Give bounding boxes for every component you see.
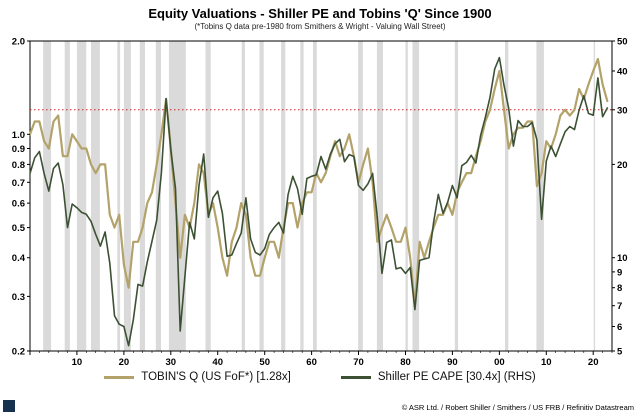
svg-text:6: 6 [617,322,622,333]
svg-text:0.2: 0.2 [12,347,25,358]
svg-text:20: 20 [588,357,599,368]
chart-legend: TOBIN'S Q (US FoF*) [1.28x] Shiller PE C… [0,371,640,383]
svg-text:0.5: 0.5 [12,223,26,234]
svg-text:10: 10 [541,357,552,368]
shiller-pe-line-swatch [340,375,371,379]
valuation-chart: 2.0 1.0 0.9 0.8 0.7 0.6 0.5 0.4 0.3 0.2 50 40 30 20 10… [12,37,628,369]
svg-text:30: 30 [617,105,628,116]
svg-text:30: 30 [166,357,177,368]
tobins-q-line-swatch [104,375,135,379]
page-title: Equity Valuations - Shiller PE and Tobin… [148,6,492,21]
svg-text:80: 80 [400,357,411,368]
source-attribution: © ASR Ltd. / Robert Shiller / Smithers /… [401,403,634,412]
svg-text:0.3: 0.3 [12,292,25,303]
svg-text:8: 8 [617,283,622,294]
svg-text:7: 7 [617,301,622,312]
svg-text:40: 40 [212,357,223,368]
svg-text:90: 90 [447,357,458,368]
legend-item-tobins-q: TOBIN'S Q (US FoF*) [1.28x] [104,371,291,383]
svg-text:0.6: 0.6 [12,199,25,210]
svg-text:50: 50 [259,357,270,368]
legend-label-shiller-pe: Shiller PE CAPE [30.4x] (RHS) [377,371,536,383]
svg-text:0.8: 0.8 [12,160,25,171]
svg-text:2.0: 2.0 [12,37,25,48]
svg-text:60: 60 [306,357,317,368]
svg-text:20: 20 [119,357,130,368]
svg-text:10: 10 [72,357,83,368]
chart-subtitle: (*Tobins Q data pre-1980 from Smithers &… [194,22,446,31]
svg-text:5: 5 [617,347,623,358]
datastream-logo [3,400,15,412]
svg-text:9: 9 [617,267,622,278]
svg-text:40: 40 [617,67,628,78]
svg-text:0.4: 0.4 [12,253,26,264]
legend-item-shiller-pe: Shiller PE CAPE [30.4x] (RHS) [340,371,536,383]
legend-label-tobins-q: TOBIN'S Q (US FoF*) [1.28x] [141,371,291,383]
svg-text:00: 00 [494,357,505,368]
svg-text:1.0: 1.0 [12,130,25,141]
svg-text:70: 70 [353,357,364,368]
svg-text:50: 50 [617,37,628,48]
svg-text:20: 20 [617,160,628,171]
svg-text:0.9: 0.9 [12,144,25,155]
svg-text:0.7: 0.7 [12,178,25,189]
svg-text:10: 10 [617,253,628,264]
